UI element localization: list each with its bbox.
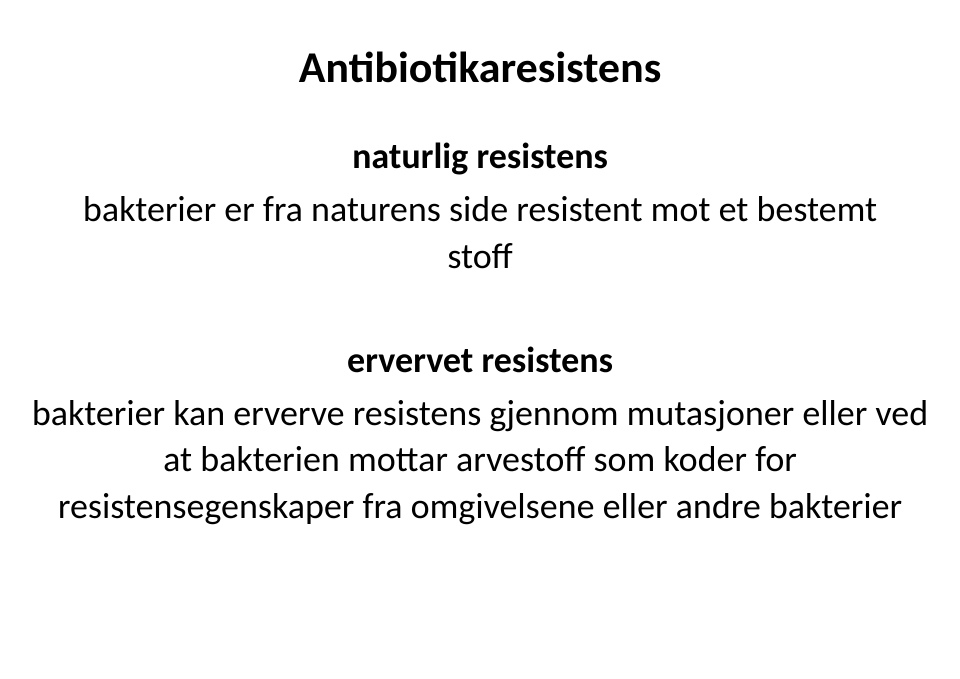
section-1-heading: naturlig resistens — [352, 134, 608, 178]
section-2-body: bakterier kan erverve resistens gjennom … — [20, 390, 940, 530]
section-1-body: bakterier er fra naturens side resistent… — [50, 186, 910, 280]
slide-title: Antibiotikaresistens — [299, 40, 662, 94]
section-2-heading: ervervet resistens — [347, 338, 613, 382]
